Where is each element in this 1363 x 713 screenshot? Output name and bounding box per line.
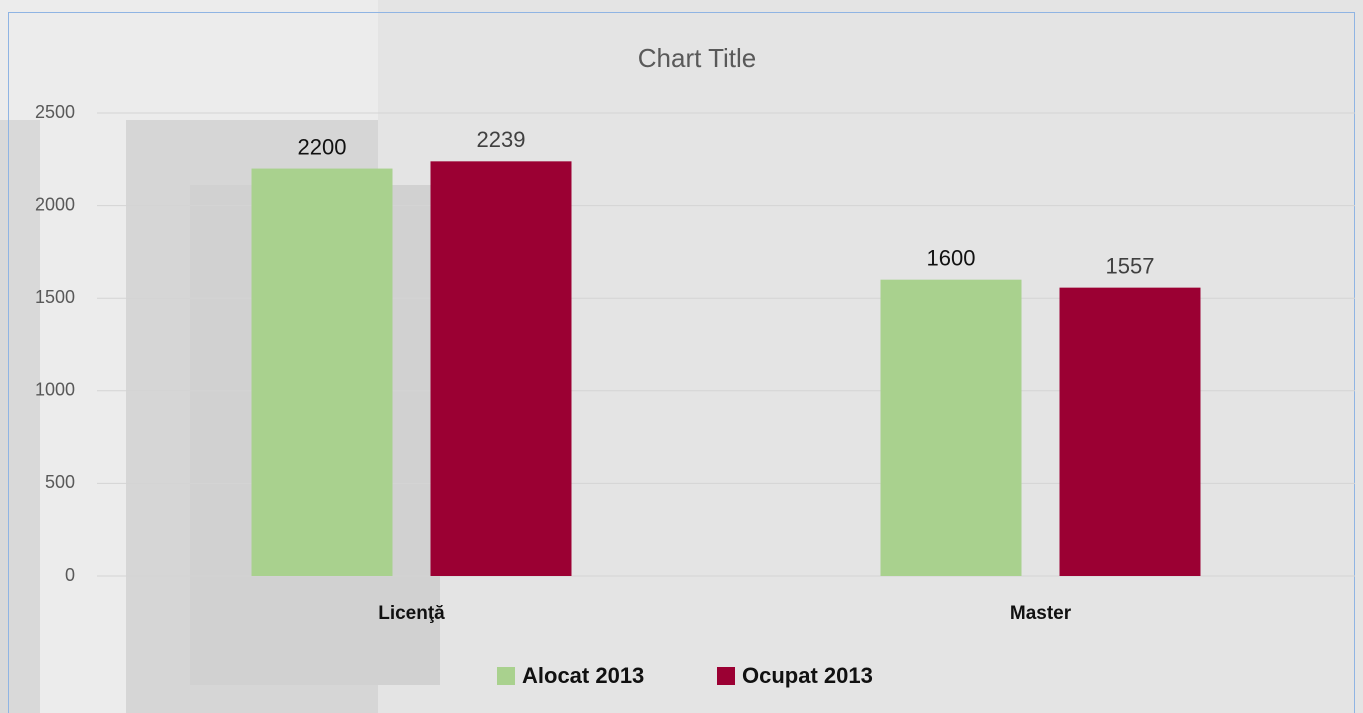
y-tick-label: 1500 [35, 287, 75, 307]
y-tick-label: 0 [65, 565, 75, 585]
chart-border [8, 12, 1355, 713]
legend-label: Ocupat 2013 [742, 663, 873, 688]
y-tick-label: 1000 [35, 380, 75, 400]
bar [880, 279, 1022, 576]
y-tick-label: 2500 [35, 102, 75, 122]
data-label: 2239 [477, 127, 526, 152]
y-tick-label: 500 [45, 472, 75, 492]
x-tick-label: Master [1010, 603, 1072, 624]
y-tick-label: 2000 [35, 194, 75, 214]
legend-swatch [497, 667, 515, 685]
data-label: 1600 [927, 245, 976, 270]
data-label: 2200 [298, 134, 347, 159]
legend-swatch [717, 667, 735, 685]
chart-title: Chart Title [638, 43, 757, 73]
watermark-shape [0, 120, 40, 713]
bar [251, 168, 393, 576]
legend-label: Alocat 2013 [522, 663, 644, 688]
bar [430, 161, 572, 576]
data-label: 1557 [1106, 253, 1155, 278]
bar [1059, 287, 1201, 576]
legend: Alocat 2013 Ocupat 2013 [497, 663, 873, 688]
x-tick-label: Licenţă [378, 603, 445, 624]
